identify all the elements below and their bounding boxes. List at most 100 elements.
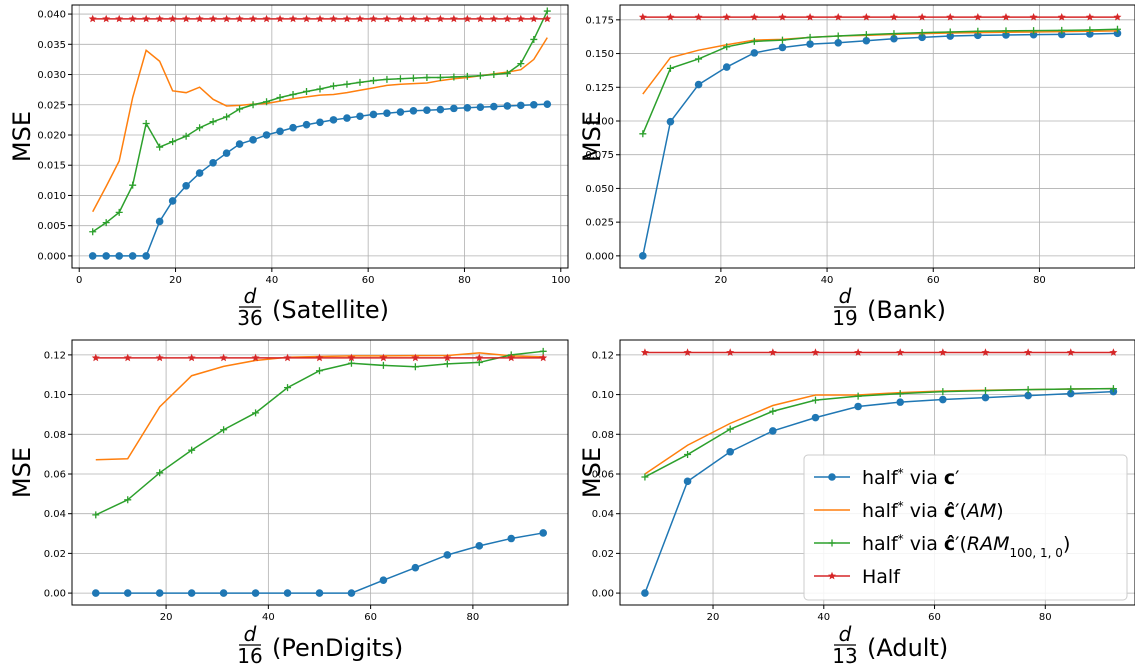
x-label-denominator: 19: [832, 306, 857, 330]
y-tick-label: 0.040: [37, 10, 66, 21]
legend-box: [803, 454, 1128, 601]
data-point: [92, 511, 100, 519]
y-tick-label: 0.10: [592, 390, 614, 401]
axes-frame: [71, 4, 569, 269]
data-point: [750, 37, 758, 45]
data-point: [182, 181, 190, 190]
data-point: [974, 27, 982, 35]
data-point: [316, 14, 324, 23]
data-point: [169, 138, 177, 146]
data-point: [476, 72, 484, 80]
data-point: [1001, 12, 1010, 21]
data-point: [102, 219, 110, 227]
data-point: [329, 14, 338, 23]
data-point: [329, 116, 338, 124]
data-point: [1024, 348, 1033, 356]
data-point: [396, 14, 405, 23]
y-tick-label: 0.12: [592, 350, 614, 361]
data-point: [436, 105, 445, 114]
data-point: [168, 14, 177, 23]
x-tick-label: 20: [707, 612, 720, 623]
data-point: [396, 75, 404, 83]
data-point: [276, 127, 284, 136]
data-point: [896, 348, 905, 356]
data-point: [1024, 386, 1032, 394]
x-tick-label: 60: [928, 612, 941, 623]
data-point: [182, 132, 190, 140]
y-tick-label: 0.000: [585, 251, 614, 262]
y-axis-label: MSE: [578, 447, 606, 498]
data-point: [289, 123, 297, 132]
data-point: [223, 113, 231, 121]
data-point: [124, 496, 132, 504]
legend-marker: [828, 473, 836, 481]
data-point: [315, 367, 323, 375]
data-point: [1109, 385, 1117, 393]
data-point: [694, 80, 703, 89]
data-point: [1024, 391, 1032, 400]
data-point: [409, 107, 418, 115]
data-point: [539, 353, 548, 362]
data-point: [834, 32, 842, 40]
data-point: [379, 353, 388, 362]
x-tick-label: 20: [169, 275, 182, 286]
y-tick-label: 0.050: [585, 184, 614, 195]
data-point: [507, 353, 516, 362]
series-1: [639, 29, 1122, 260]
data-point: [102, 14, 111, 23]
data-point: [1067, 385, 1075, 393]
y-tick-label: 0.02: [44, 549, 66, 560]
data-point: [1057, 30, 1066, 39]
series-3: [639, 25, 1121, 138]
panel-2: 20 40 60 80 0.000 0.025 0.050 0.075 0.100 0.125 0.…: [578, 4, 1135, 330]
x-label-name: (Adult): [867, 634, 948, 662]
series-4: [91, 353, 548, 362]
data-point: [769, 427, 777, 435]
y-tick-label: 0.10: [44, 390, 66, 401]
data-point: [252, 409, 260, 417]
data-point: [543, 14, 552, 23]
data-point: [91, 353, 100, 362]
y-tick-label: 0.12: [44, 350, 66, 361]
data-point: [156, 469, 164, 477]
y-tick-label: 0.06: [592, 469, 614, 480]
y-tick-label: 0.010: [37, 191, 66, 202]
data-point: [251, 353, 260, 362]
data-point: [343, 80, 351, 88]
data-point: [726, 348, 735, 356]
data-point: [289, 14, 298, 23]
data-point: [302, 14, 311, 23]
y-tick-label: 0.025: [585, 218, 614, 229]
data-point: [862, 31, 870, 39]
series-line: [95, 350, 544, 516]
data-point: [316, 85, 324, 93]
data-point: [409, 74, 417, 82]
x-label-name: (Satellite): [272, 296, 389, 324]
data-point: [262, 131, 271, 139]
data-point: [382, 14, 391, 23]
data-point: [236, 105, 244, 113]
data-point: [946, 12, 955, 21]
data-point: [383, 75, 391, 83]
data-point: [188, 446, 196, 454]
data-point: [722, 12, 731, 21]
data-point: [411, 563, 420, 572]
y-tick-label: 0.04: [44, 509, 66, 520]
data-point: [1066, 348, 1075, 356]
data-point: [409, 14, 418, 23]
x-tick-label: 60: [364, 612, 377, 623]
data-point: [517, 60, 525, 68]
x-label-numerator: d: [839, 284, 852, 308]
data-point: [490, 102, 498, 111]
data-point: [102, 252, 110, 260]
data-point: [1066, 389, 1075, 398]
series-4: [88, 14, 552, 23]
data-point: [316, 118, 324, 127]
data-point: [209, 14, 218, 23]
x-tick-label: 40: [265, 275, 278, 286]
panel-3: 20 40 60 80 0.00 0.02 0.04 0.06 0.08 0.10 0.12 MSE d…: [8, 339, 569, 668]
data-point: [641, 473, 649, 481]
data-point: [369, 14, 378, 23]
data-point: [347, 353, 356, 362]
data-point: [1113, 12, 1122, 21]
